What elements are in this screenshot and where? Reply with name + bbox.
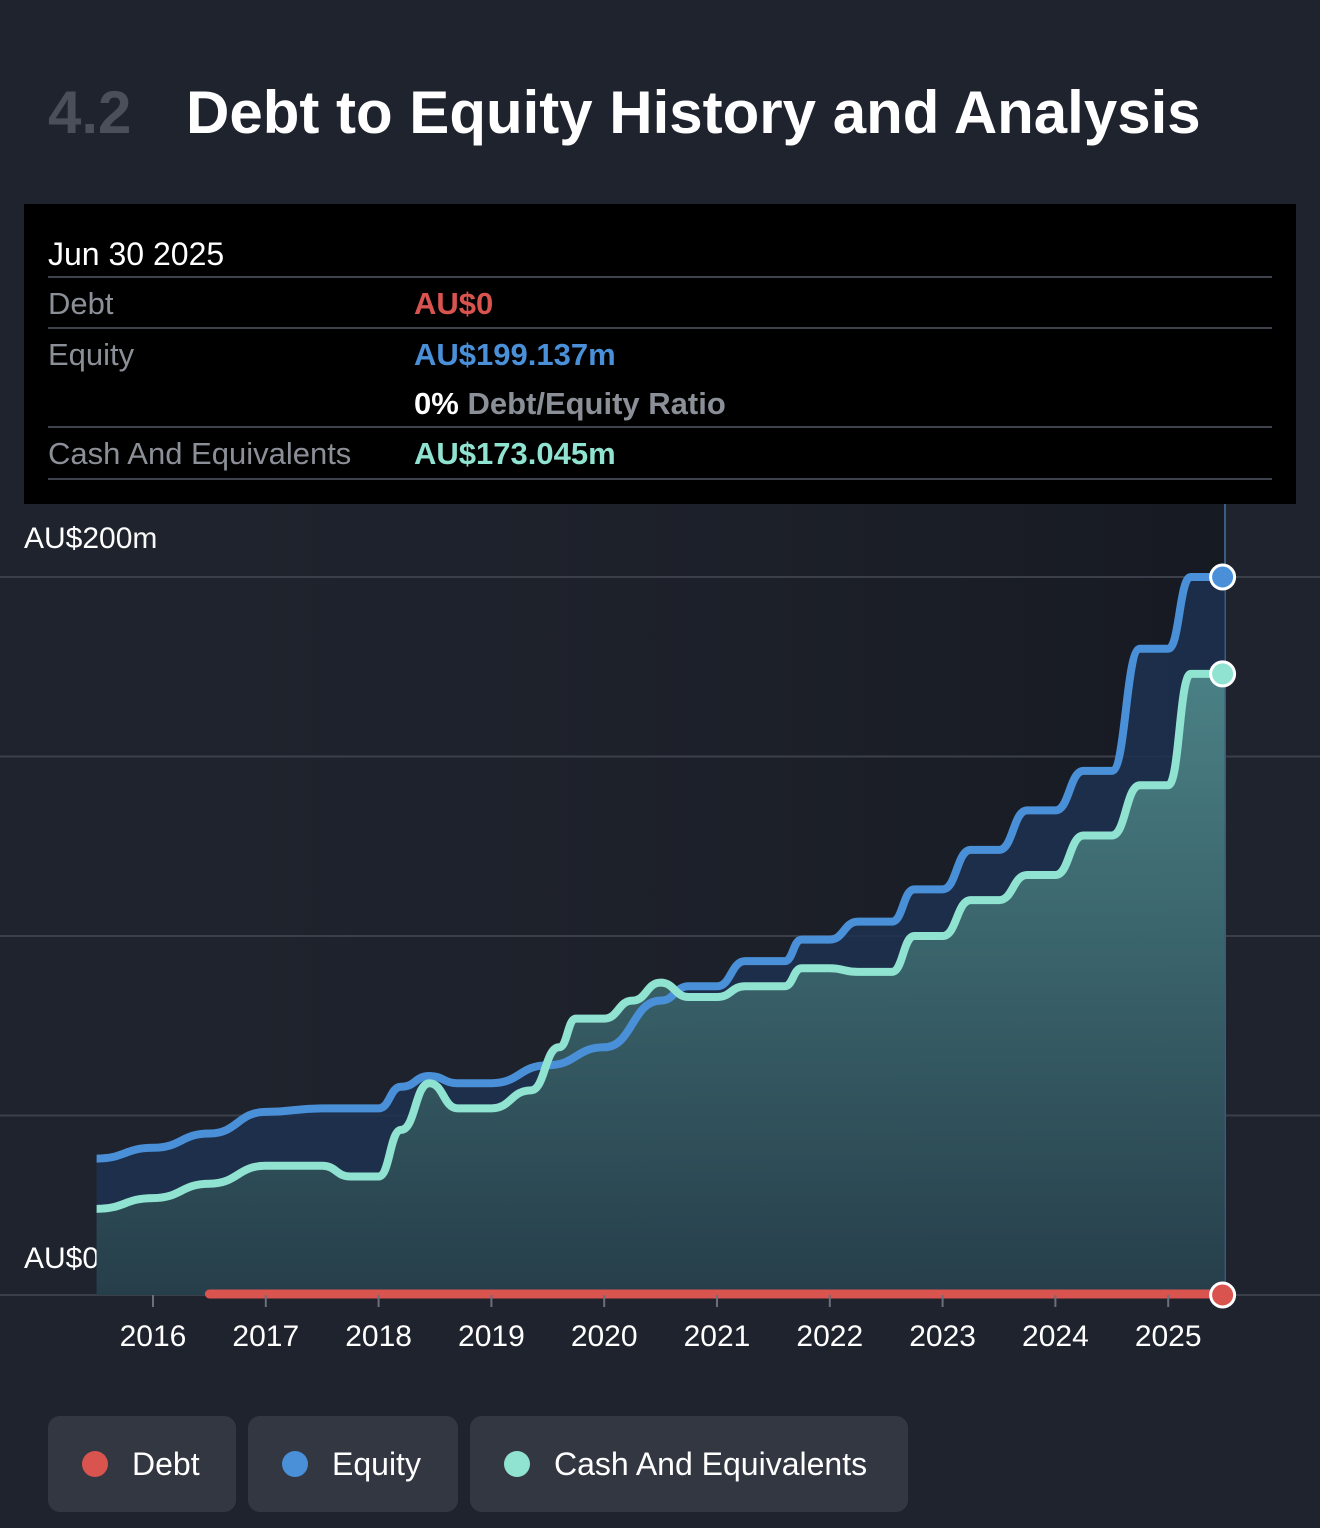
equity-legend-dot-icon [282, 1451, 308, 1477]
x-tick-label: 2019 [458, 1320, 525, 1353]
y-axis-min-label: AU$0 [24, 1242, 100, 1275]
legend-equity-label: Equity [332, 1445, 421, 1482]
x-tick-label: 2025 [1135, 1320, 1202, 1353]
cash-end-marker[interactable] [1209, 660, 1237, 688]
tooltip-date: Jun 30 2025 [48, 236, 225, 272]
legend-debt[interactable]: Debt [48, 1416, 236, 1512]
tooltip-ratio-label: Debt/Equity Ratio [467, 386, 726, 421]
tooltip-debt-label: Debt [48, 286, 114, 321]
tooltip-equity-value: AU$199.137m [414, 337, 616, 372]
legend-cash[interactable]: Cash And Equivalents [470, 1416, 908, 1512]
tooltip-row-cash: Cash And Equivalents AU$173.045m [48, 426, 1272, 480]
page-header: 4.2 Debt to Equity History and Analysis [48, 78, 1201, 147]
x-tick-label: 2022 [796, 1320, 863, 1353]
series-end-markers [1209, 563, 1237, 1309]
tooltip-ratio-value: 0% [414, 386, 459, 421]
x-tick-label: 2020 [571, 1320, 638, 1353]
tooltip-cash-label: Cash And Equivalents [48, 436, 352, 471]
series-lines [96, 573, 1230, 1299]
tooltip-row-equity: Equity AU$199.137m [48, 327, 1272, 379]
tooltip-row-debt: Debt AU$0 [48, 276, 1272, 328]
debt-legend-dot-icon [82, 1451, 108, 1477]
cash-line [96, 669, 1225, 1213]
x-tick-label: 2024 [1022, 1320, 1089, 1353]
tooltip-cash-value: AU$173.045m [414, 436, 616, 471]
x-tick-label: 2021 [684, 1320, 751, 1353]
chart-tooltip: Jun 30 2025 Debt AU$0 Equity AU$199.137m… [24, 204, 1296, 504]
equity-line [96, 573, 1225, 1163]
tooltip-debt-value: AU$0 [414, 286, 494, 321]
x-tick-label: 2016 [120, 1320, 187, 1353]
legend-debt-label: Debt [132, 1445, 200, 1482]
x-tick-label: 2017 [232, 1320, 299, 1353]
page-title: Debt to Equity History and Analysis [186, 79, 1201, 146]
debt-end-marker[interactable] [1209, 1281, 1237, 1309]
cash-legend-dot-icon [504, 1451, 530, 1477]
x-tick-label: 2023 [909, 1320, 976, 1353]
x-tick-label: 2018 [345, 1320, 412, 1353]
legend-cash-label: Cash And Equivalents [554, 1445, 868, 1482]
tooltip-ratio: 0% Debt/Equity Ratio [414, 386, 726, 422]
equity-end-marker[interactable] [1209, 563, 1237, 591]
tooltip-equity-label: Equity [48, 337, 135, 372]
x-axis: 2016 2017 2018 2019 2020 2021 2022 2023 2024 2025 [120, 1295, 1202, 1353]
section-number: 4.2 [48, 79, 132, 146]
legend-equity[interactable]: Equity [248, 1416, 458, 1512]
